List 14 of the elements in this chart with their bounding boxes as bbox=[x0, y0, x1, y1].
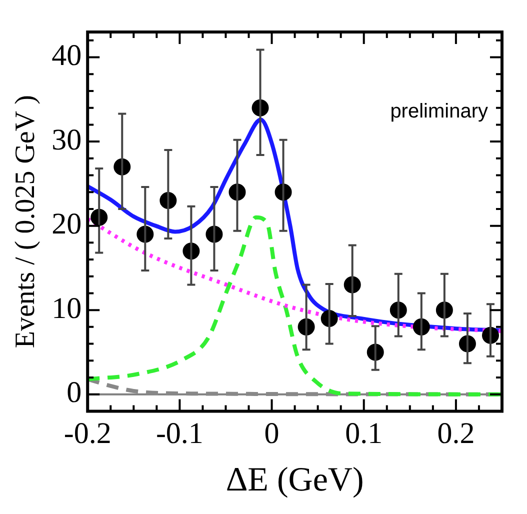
x-axis-title: ΔE (GeV) bbox=[226, 462, 364, 499]
annotation: preliminary bbox=[390, 100, 488, 123]
y-tick-label: 10 bbox=[52, 292, 82, 325]
x-tick-label: -0.1 bbox=[156, 417, 204, 450]
x-tick-label: 0.1 bbox=[345, 417, 383, 450]
x-tick-label: 0 bbox=[264, 417, 280, 450]
y-axis-title: Events / ( 0.025 GeV ) bbox=[10, 95, 42, 348]
x-tick-label: 0.2 bbox=[437, 417, 475, 450]
y-tick-label: 0 bbox=[66, 376, 82, 410]
x-tick-label: -0.2 bbox=[64, 417, 112, 450]
y-tick-label: 20 bbox=[52, 208, 82, 241]
line-series bbox=[88, 215, 502, 396]
y-tick-label: 30 bbox=[52, 123, 82, 156]
y-tick-label: 40 bbox=[52, 39, 82, 72]
